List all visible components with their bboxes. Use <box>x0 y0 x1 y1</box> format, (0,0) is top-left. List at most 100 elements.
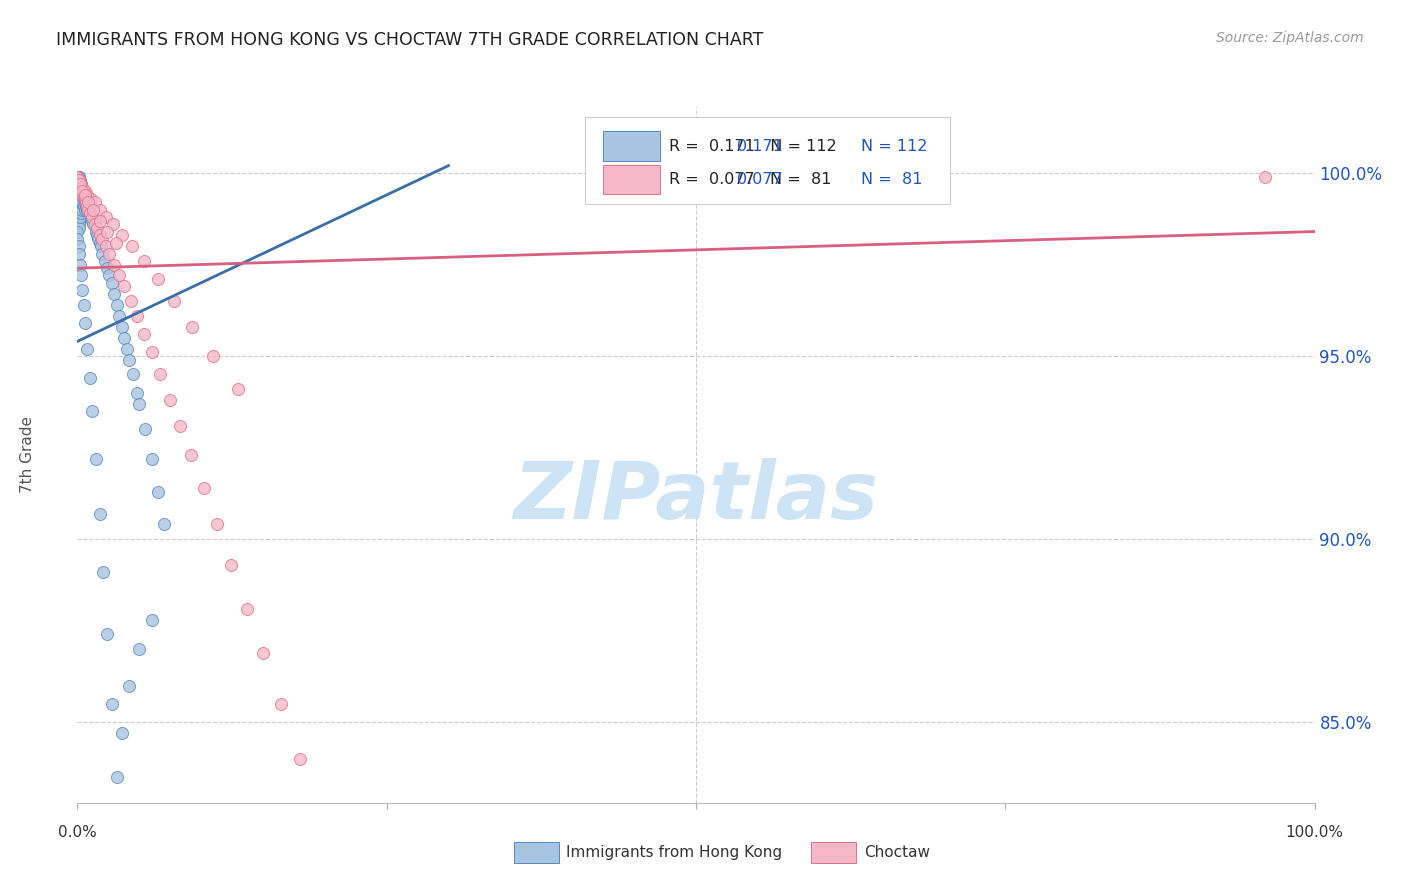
Point <box>111 228 134 243</box>
Point <box>96 261 118 276</box>
Point <box>70 180 93 194</box>
Text: 0.0%: 0.0% <box>58 825 97 839</box>
Point <box>70 177 93 191</box>
Point <box>125 309 148 323</box>
Point <box>79 206 101 220</box>
Point <box>101 697 124 711</box>
Text: ZIPatlas: ZIPatlas <box>513 458 879 536</box>
Point <box>75 195 97 210</box>
Point <box>118 679 141 693</box>
Text: 0.077: 0.077 <box>737 172 782 187</box>
Point <box>111 726 134 740</box>
Point <box>93 253 115 268</box>
Text: 100.0%: 100.0% <box>1285 825 1344 839</box>
Point <box>169 418 191 433</box>
Point <box>82 213 104 227</box>
Point <box>146 484 169 499</box>
Point <box>67 173 90 187</box>
Point <box>112 279 135 293</box>
Point <box>69 188 91 202</box>
Point <box>128 642 150 657</box>
Point <box>67 169 90 184</box>
Point <box>79 371 101 385</box>
Point <box>69 177 91 191</box>
Point <box>66 225 89 239</box>
Point <box>83 195 105 210</box>
Point <box>72 184 94 198</box>
Point <box>67 173 90 187</box>
Point <box>105 298 128 312</box>
Point <box>134 253 156 268</box>
Point <box>226 382 249 396</box>
Point <box>80 192 103 206</box>
Text: 0.171: 0.171 <box>737 138 783 153</box>
Point <box>70 199 93 213</box>
Point <box>76 342 98 356</box>
Text: R =  0.171   N = 112: R = 0.171 N = 112 <box>669 138 837 153</box>
Point <box>134 327 156 342</box>
Point <box>98 246 121 260</box>
Point <box>67 173 90 187</box>
Point <box>104 235 127 250</box>
Point <box>96 627 118 641</box>
Point <box>67 239 90 253</box>
Point <box>89 507 111 521</box>
FancyBboxPatch shape <box>603 131 659 161</box>
FancyBboxPatch shape <box>811 842 856 863</box>
Point <box>69 210 91 224</box>
Point <box>72 298 94 312</box>
Point <box>67 169 90 184</box>
Point <box>82 202 104 217</box>
Point <box>70 184 93 198</box>
Point <box>89 228 111 243</box>
Point <box>120 294 142 309</box>
Point <box>66 180 89 194</box>
Point <box>69 192 91 206</box>
Point <box>236 601 259 615</box>
Point <box>66 173 89 187</box>
Point <box>66 188 89 202</box>
Point <box>67 184 90 198</box>
Point <box>69 258 91 272</box>
Point <box>66 169 89 184</box>
Point <box>82 210 104 224</box>
Text: IMMIGRANTS FROM HONG KONG VS CHOCTAW 7TH GRADE CORRELATION CHART: IMMIGRANTS FROM HONG KONG VS CHOCTAW 7TH… <box>56 31 763 49</box>
Point <box>72 202 94 217</box>
Point <box>69 180 91 194</box>
Point <box>193 481 215 495</box>
Point <box>111 319 134 334</box>
Point <box>87 232 110 246</box>
Text: N =  81: N = 81 <box>860 172 922 187</box>
Point <box>66 184 89 198</box>
Point <box>69 177 91 191</box>
Point <box>67 220 90 235</box>
Point <box>205 517 228 532</box>
Point <box>72 188 94 202</box>
Point <box>141 451 163 466</box>
Point <box>90 239 112 253</box>
Point <box>66 173 89 187</box>
Point <box>96 225 118 239</box>
Point <box>67 246 90 260</box>
Point <box>83 217 105 231</box>
Point <box>72 192 94 206</box>
Point <box>66 169 89 184</box>
Point <box>115 342 138 356</box>
Point <box>70 188 93 202</box>
Point <box>72 184 94 198</box>
Point <box>219 558 242 572</box>
Point <box>103 217 125 231</box>
Point <box>72 180 94 194</box>
Point <box>82 404 104 418</box>
Point <box>67 195 90 210</box>
Point <box>67 199 90 213</box>
Point <box>77 195 100 210</box>
Text: Choctaw: Choctaw <box>865 846 931 861</box>
Point <box>288 752 311 766</box>
Point <box>69 180 91 194</box>
Point <box>105 770 128 784</box>
Point <box>76 188 98 202</box>
Point <box>67 213 90 227</box>
Point <box>89 235 111 250</box>
Point <box>67 180 90 194</box>
